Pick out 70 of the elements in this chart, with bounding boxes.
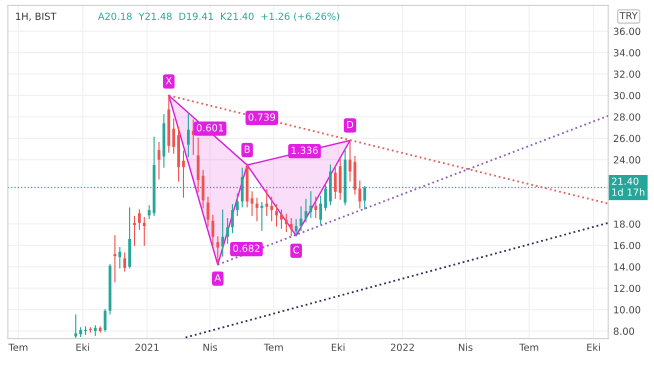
candlestick <box>231 204 234 234</box>
candlestick <box>133 216 136 246</box>
candlestick <box>294 219 298 236</box>
candlestick <box>182 150 185 198</box>
candlestick <box>74 314 78 338</box>
candlestick <box>186 113 190 158</box>
candlestick <box>158 142 160 180</box>
candlestick <box>114 235 116 282</box>
text: A20.18 Y21.48 D19.41 K21.40 +1.26 (+6.26%) <box>98 12 340 22</box>
candlestick <box>290 218 293 236</box>
y-tick-label: 12.00 <box>614 284 640 292</box>
candlestick <box>265 189 268 216</box>
candlestick <box>226 218 229 244</box>
candlestick <box>123 252 126 272</box>
annotation: 0.682 <box>233 244 260 252</box>
candlestick <box>250 191 254 216</box>
x-tick-label: Tem <box>519 344 538 351</box>
candlestick <box>138 209 141 230</box>
x-tick-label: Tem <box>264 344 283 351</box>
candlestick <box>104 309 107 332</box>
x-tick-label: Eki <box>76 343 90 351</box>
annotation: 0.601 <box>196 124 224 132</box>
x-tick-label: Tem <box>8 344 28 351</box>
candlestick <box>260 202 264 231</box>
text: TRY <box>620 12 638 20</box>
candlestick <box>270 196 274 222</box>
candlestick <box>284 214 288 232</box>
annotation: D <box>347 121 354 128</box>
text: 1H, BIST <box>16 12 56 21</box>
candlestick <box>304 198 308 222</box>
y-tick-label: 24.00 <box>614 156 640 164</box>
candlestick <box>211 214 214 246</box>
y-tick-label: 36.00 <box>614 28 640 36</box>
candlestick <box>319 196 322 225</box>
x-tick-label: Nis <box>204 343 218 351</box>
x-tick-label: Eki <box>587 343 600 351</box>
x-tick-label: Nis <box>458 343 473 351</box>
y-tick-label: 18.00 <box>614 220 640 228</box>
candlestick <box>148 205 151 220</box>
ref-line-label: 21.40 1d 17h <box>612 178 644 196</box>
candlestick <box>300 206 302 231</box>
annotation: C <box>293 246 300 254</box>
candlestick <box>206 196 210 227</box>
annotation: A <box>214 274 222 282</box>
candlestick <box>256 198 258 222</box>
annotation: X <box>166 77 172 84</box>
candlestick <box>334 166 337 199</box>
x-tick-label: Eki <box>332 343 344 351</box>
candlestick <box>172 118 176 154</box>
y-tick-label: 26.00 <box>614 134 640 142</box>
y-tick-label: 34.00 <box>614 49 640 56</box>
annotation: 1.336 <box>292 146 318 154</box>
candlestick <box>280 209 283 229</box>
candlestick <box>216 236 220 266</box>
y-tick-label: 8.00 <box>614 328 634 335</box>
candlestick <box>236 193 239 216</box>
y-tick-label: 14.00 <box>614 263 640 271</box>
candlestick <box>275 204 278 227</box>
y-tick-label: 16.00 <box>614 242 640 250</box>
annotation: 0.739 <box>248 113 276 121</box>
x-tick-label: 2022 <box>390 344 414 351</box>
y-tick-label: 30.00 <box>614 92 640 100</box>
candlestick <box>358 180 362 208</box>
y-tick-label: 28.00 <box>614 113 640 121</box>
y-tick-label: 10.00 <box>614 306 640 314</box>
candlestick <box>348 140 352 182</box>
candlestick <box>84 326 87 335</box>
x-tick-label: 2021 <box>135 344 159 351</box>
y-tick-label: 32.00 <box>614 70 640 78</box>
annotation: B <box>244 146 250 153</box>
